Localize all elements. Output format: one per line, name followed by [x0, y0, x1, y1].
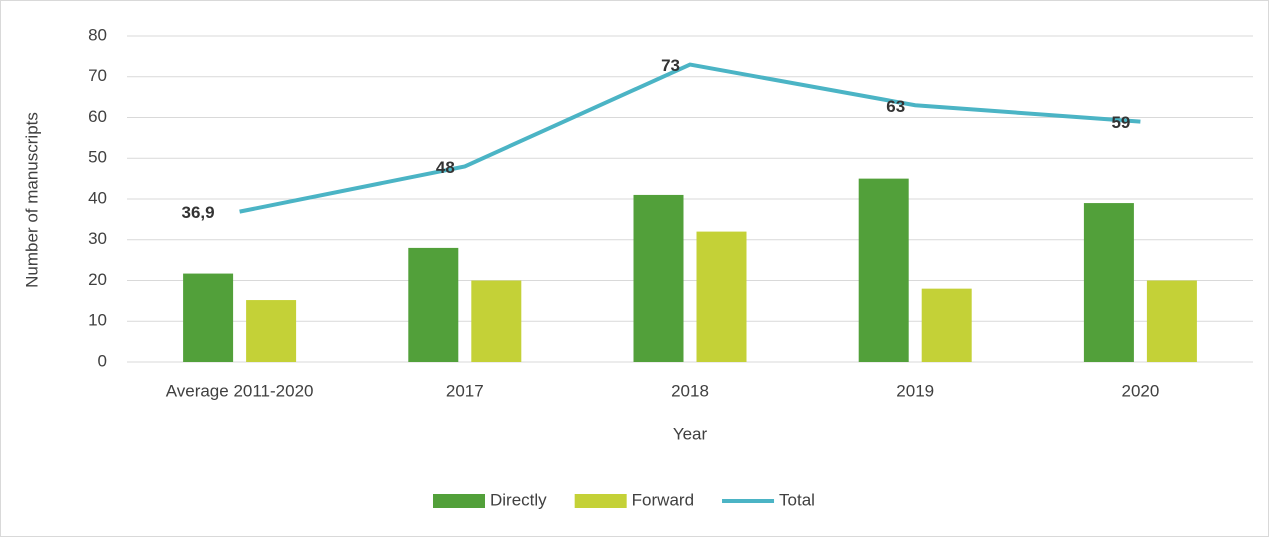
bar [471, 280, 522, 362]
bar [858, 178, 909, 362]
value-label: 36,9 [182, 203, 215, 222]
bar [921, 288, 972, 362]
bar [1146, 280, 1197, 362]
bar [1083, 203, 1134, 362]
y-axis-label: Number of manuscripts [22, 112, 41, 288]
bar [246, 300, 297, 362]
value-label: 59 [1111, 113, 1130, 132]
y-tick-label: 60 [88, 107, 107, 126]
bar [408, 247, 459, 362]
bar [696, 231, 747, 362]
y-tick-label: 50 [88, 148, 107, 167]
legend-swatch [433, 494, 485, 508]
line [239, 62, 1141, 214]
x-tick-label: Average 2011-2020 [166, 381, 314, 400]
x-tick-label: 2019 [896, 381, 934, 400]
x-tick-label: 2018 [671, 381, 709, 400]
value-label: 63 [886, 97, 905, 116]
y-tick-label: 30 [88, 229, 107, 248]
y-tick-label: 10 [88, 311, 107, 330]
legend-label: Forward [632, 490, 694, 509]
legend-label: Total [779, 490, 815, 509]
legend-swatch [574, 494, 627, 508]
y-tick-label: 70 [88, 66, 107, 85]
x-tick-label: 2020 [1121, 381, 1159, 400]
y-tick-label: 0 [98, 351, 107, 370]
bar [633, 194, 684, 362]
y-tick-label: 40 [88, 188, 107, 207]
value-label: 73 [661, 56, 680, 75]
legend-label: Directly [490, 490, 547, 509]
value-label: 48 [436, 158, 455, 177]
bar [183, 273, 234, 362]
y-tick-label: 20 [88, 270, 107, 289]
y-tick-label: 80 [88, 25, 107, 44]
x-tick-label: 2017 [446, 381, 484, 400]
x-axis-label: Year [673, 424, 708, 443]
